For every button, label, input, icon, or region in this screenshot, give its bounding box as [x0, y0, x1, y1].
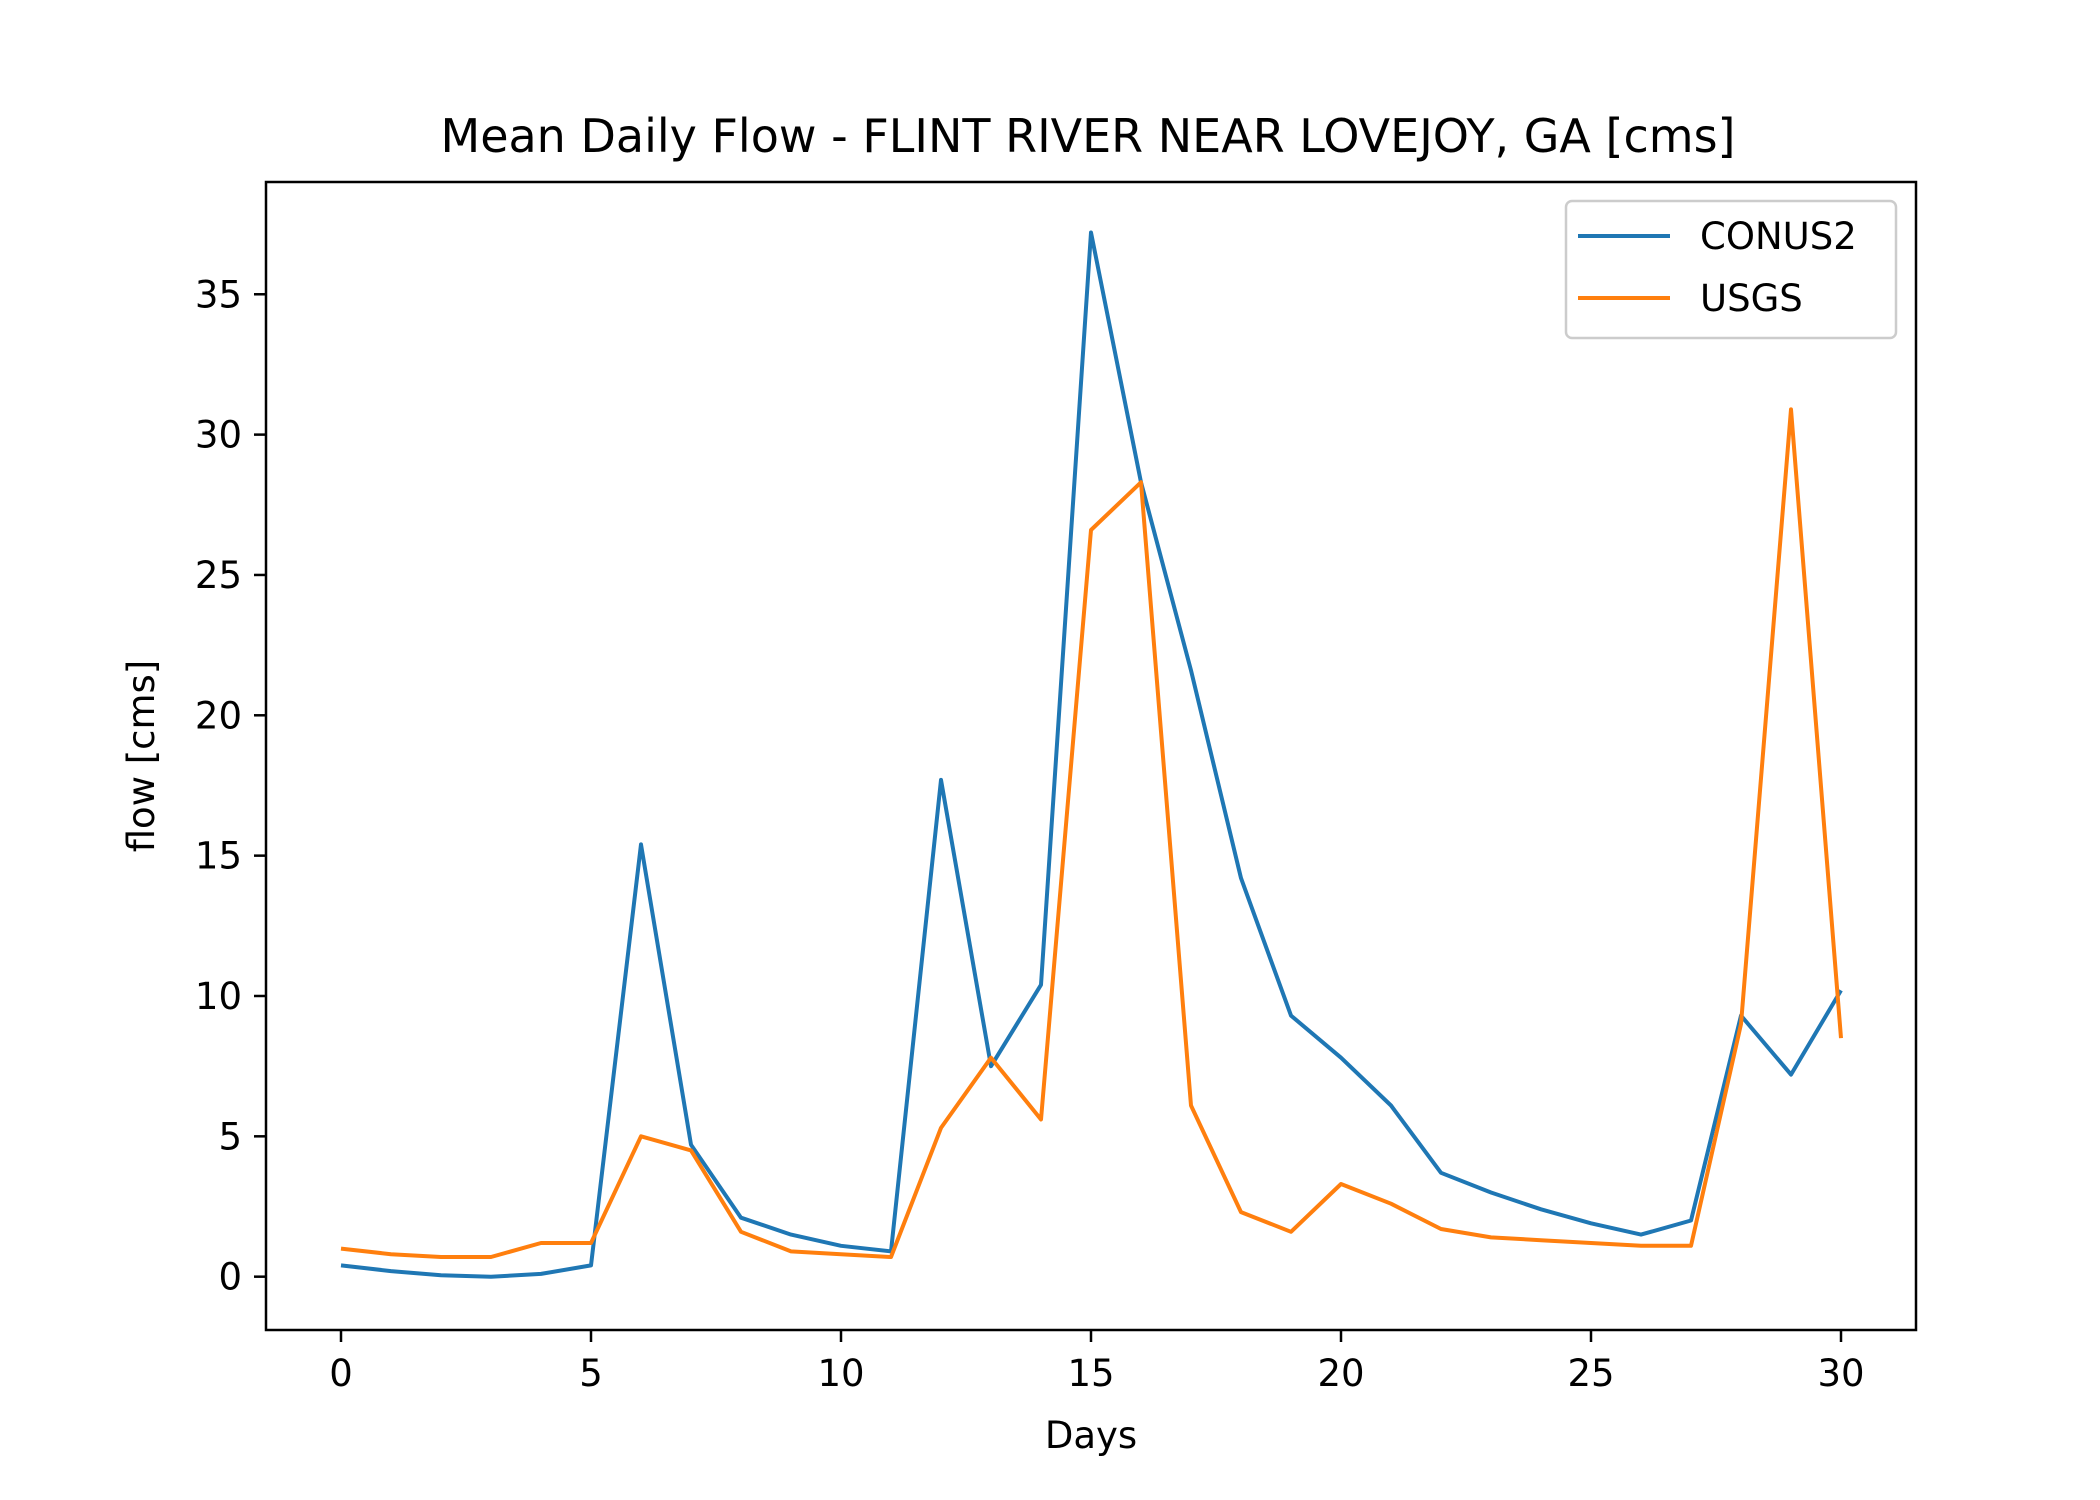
series-lines — [340, 230, 1843, 1279]
x-axis-label: Days — [1045, 1414, 1137, 1457]
x-tick-label: 15 — [1067, 1352, 1114, 1395]
x-axis: 0 5 10 15 20 25 30 — [329, 1330, 1865, 1395]
series-line-conus2 — [340, 230, 1843, 1279]
legend-label-conus2: CONUS2 — [1700, 215, 1857, 258]
chart-title: Mean Daily Flow - FLINT RIVER NEAR LOVEJ… — [441, 109, 1736, 163]
y-tick-label: 10 — [195, 975, 242, 1018]
legend: CONUS2 USGS — [1564, 199, 1898, 340]
x-tick-label: 30 — [1817, 1352, 1864, 1395]
y-axis: 0 5 10 15 20 25 30 35 — [195, 273, 266, 1299]
plot-area: 0 5 10 15 20 25 30 0 5 10 15 20 25 30 35 — [195, 180, 1918, 1395]
x-tick-label: 10 — [817, 1352, 864, 1395]
x-tick-label: 0 — [329, 1352, 353, 1395]
y-axis-label: flow [cms] — [120, 660, 163, 853]
y-tick-label: 30 — [195, 414, 242, 457]
x-tick-label: 25 — [1567, 1352, 1614, 1395]
y-tick-label: 25 — [195, 554, 242, 597]
x-tick-label: 5 — [579, 1352, 603, 1395]
y-tick-label: 20 — [195, 694, 242, 737]
x-tick-label: 20 — [1317, 1352, 1364, 1395]
y-tick-label: 0 — [218, 1256, 242, 1299]
y-tick-label: 35 — [195, 273, 242, 316]
series-line-usgs — [340, 407, 1843, 1259]
legend-label-usgs: USGS — [1700, 277, 1803, 320]
y-tick-label: 5 — [218, 1115, 242, 1158]
y-tick-label: 15 — [195, 835, 242, 878]
axes-frame — [264, 180, 1918, 1332]
